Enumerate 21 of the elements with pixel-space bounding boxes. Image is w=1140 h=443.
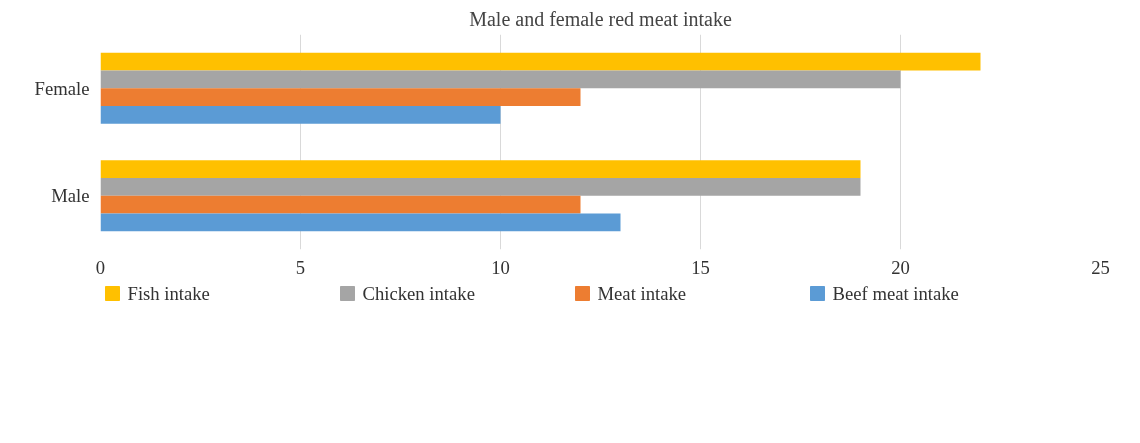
x-tick-label: 0 xyxy=(95,256,106,278)
x-tick-label: 25 xyxy=(1091,256,1110,278)
bar xyxy=(100,88,581,106)
legend-label: Meat intake xyxy=(597,283,687,304)
x-tick-label: 20 xyxy=(891,256,910,278)
bar xyxy=(100,195,581,214)
bar xyxy=(100,213,621,232)
bar xyxy=(100,160,861,179)
bar xyxy=(100,178,861,196)
legend-label: Chicken intake xyxy=(362,283,475,304)
x-tick-label: 15 xyxy=(691,256,710,278)
x-tick-label: 5 xyxy=(295,256,306,278)
bar xyxy=(100,105,501,124)
y-tick-label: Male xyxy=(51,185,90,207)
bar xyxy=(100,52,981,71)
legend-label: Beef meat intake xyxy=(832,283,959,304)
chart-title: Male and female red meat intake xyxy=(469,7,732,30)
bar xyxy=(100,70,901,89)
y-tick-label: Female xyxy=(34,77,90,99)
legend-label: Fish intake xyxy=(127,283,210,304)
x-tick-label: 10 xyxy=(491,256,510,278)
